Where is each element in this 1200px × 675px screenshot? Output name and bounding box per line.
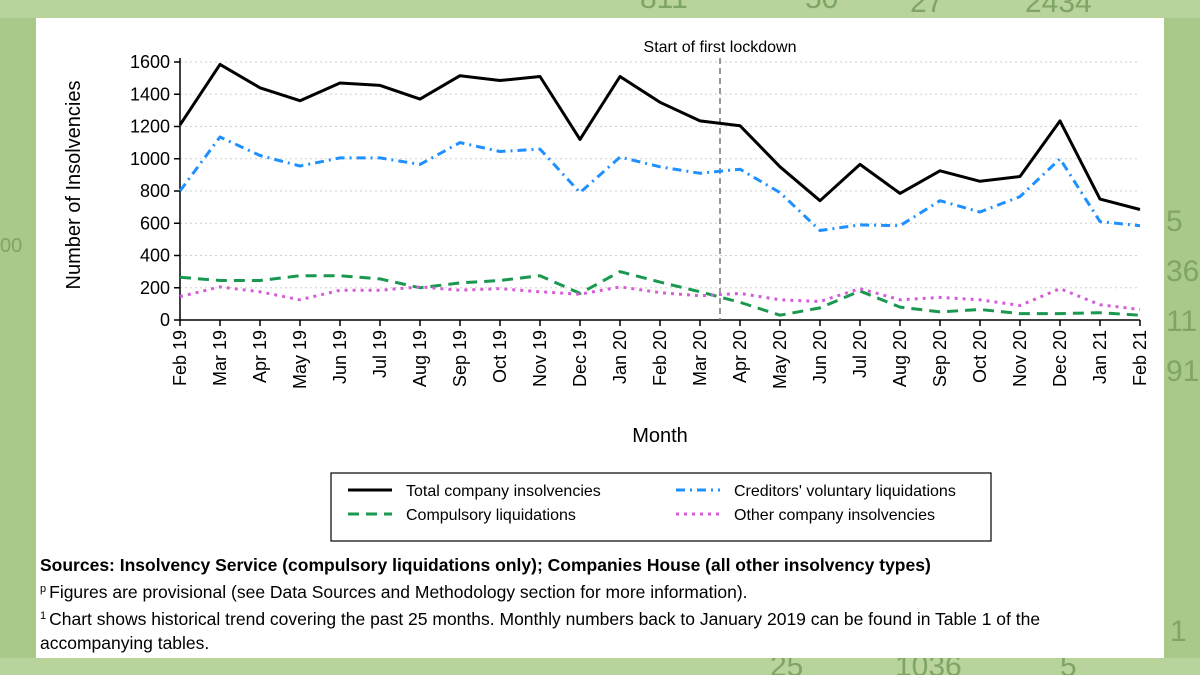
y-axis-title: Number of Insolvencies (63, 81, 85, 290)
y-tick-label: 200 (140, 278, 170, 298)
lockdown-annotation: Start of first lockdown (644, 39, 797, 56)
y-tick-label: 1600 (130, 52, 170, 72)
trend-note: 1 Chart shows historical trend covering t… (40, 604, 1150, 655)
legend-label: Creditors' voluntary liquidations (734, 483, 956, 500)
x-tick-label: Jul 19 (370, 330, 390, 378)
x-tick-label: Apr 20 (730, 330, 750, 383)
line-chart: 0 200 400 600 800 1000 1200 1400 1600 Feb 19 Mar 1… (63, 39, 1150, 542)
x-tick-label: Dec 20 (1050, 330, 1070, 387)
bg-number: 36 (1166, 255, 1200, 288)
y-tick-label: 600 (140, 213, 170, 233)
y-tick-label: 1000 (130, 149, 170, 169)
bg-number: 1 (1170, 615, 1187, 648)
y-tick-label: 1400 (130, 84, 170, 104)
series-line-2 (179, 270, 1141, 317)
x-tick-label: Sep 19 (450, 330, 470, 387)
bg-number: 50 (805, 0, 838, 16)
x-tick-label: Dec 19 (570, 330, 590, 387)
x-tick-label: May 20 (770, 330, 790, 389)
footnote-marker: p (40, 583, 47, 595)
x-tick-label: Oct 20 (970, 330, 990, 383)
sources-note: Sources: Insolvency Service (compulsory … (40, 555, 931, 575)
bg-number: 912 (1166, 355, 1200, 388)
x-axis-title: Month (632, 425, 688, 447)
bg-number: 5 (1166, 205, 1183, 238)
y-tick-label: 800 (140, 181, 170, 201)
x-tick-label: Oct 19 (490, 330, 510, 383)
bg-number: 27 (910, 0, 944, 19)
bg-number: 00 (0, 235, 23, 257)
x-tick-label: Feb 19 (170, 330, 190, 386)
x-tick-label: Mar 20 (690, 330, 710, 386)
bg-number: 2434 (1025, 0, 1092, 19)
x-tick-label: Jul 20 (850, 330, 870, 378)
x-tick-label: Nov 19 (530, 330, 550, 387)
x-tick-label: Jun 19 (330, 330, 350, 384)
x-tick-label: Mar 19 (210, 330, 230, 386)
series-line-1 (178, 135, 1141, 232)
y-tick-label: 1200 (130, 117, 170, 137)
footnote-marker: 1 (40, 610, 47, 622)
legend-box (330, 472, 992, 542)
trend-note-text: Chart shows historical trend covering th… (40, 609, 1041, 653)
bg-number: 11 (1166, 305, 1198, 338)
x-tick-label: Jan 21 (1090, 330, 1110, 384)
x-tick-label: May 19 (290, 330, 310, 389)
provisional-note-text: Figures are provisional (see Data Source… (49, 582, 748, 602)
legend-label: Total company insolvencies (406, 483, 601, 500)
x-tick-label: Nov 20 (1010, 330, 1030, 387)
provisional-note: p Figures are provisional (see Data Sourc… (40, 577, 1150, 604)
x-tick-label: Feb 21 (1130, 330, 1150, 386)
series-line-3 (179, 285, 1141, 311)
x-tick-label: Aug 20 (890, 330, 910, 387)
y-tick-label: 400 (140, 246, 170, 266)
bg-number: 811 (640, 0, 688, 16)
x-tick-label: Aug 19 (410, 330, 430, 387)
chart-card: 0 200 400 600 800 1000 1200 1400 1600 Feb 19 Mar 1… (36, 18, 1164, 658)
x-tick-label: Apr 19 (250, 330, 270, 383)
x-tick-label: Feb 20 (650, 330, 670, 386)
x-tick-label: Jan 20 (610, 330, 630, 384)
series-line-0 (178, 62, 1141, 211)
x-tick-label: Sep 20 (930, 330, 950, 387)
legend-label: Compulsory liquidations (406, 507, 576, 524)
y-tick-label: 0 (160, 310, 170, 330)
x-tick-label: Jun 20 (810, 330, 830, 384)
legend-label: Other company insolvencies (734, 507, 935, 524)
chart-notes: Sources: Insolvency Service (compulsory … (40, 553, 1150, 655)
